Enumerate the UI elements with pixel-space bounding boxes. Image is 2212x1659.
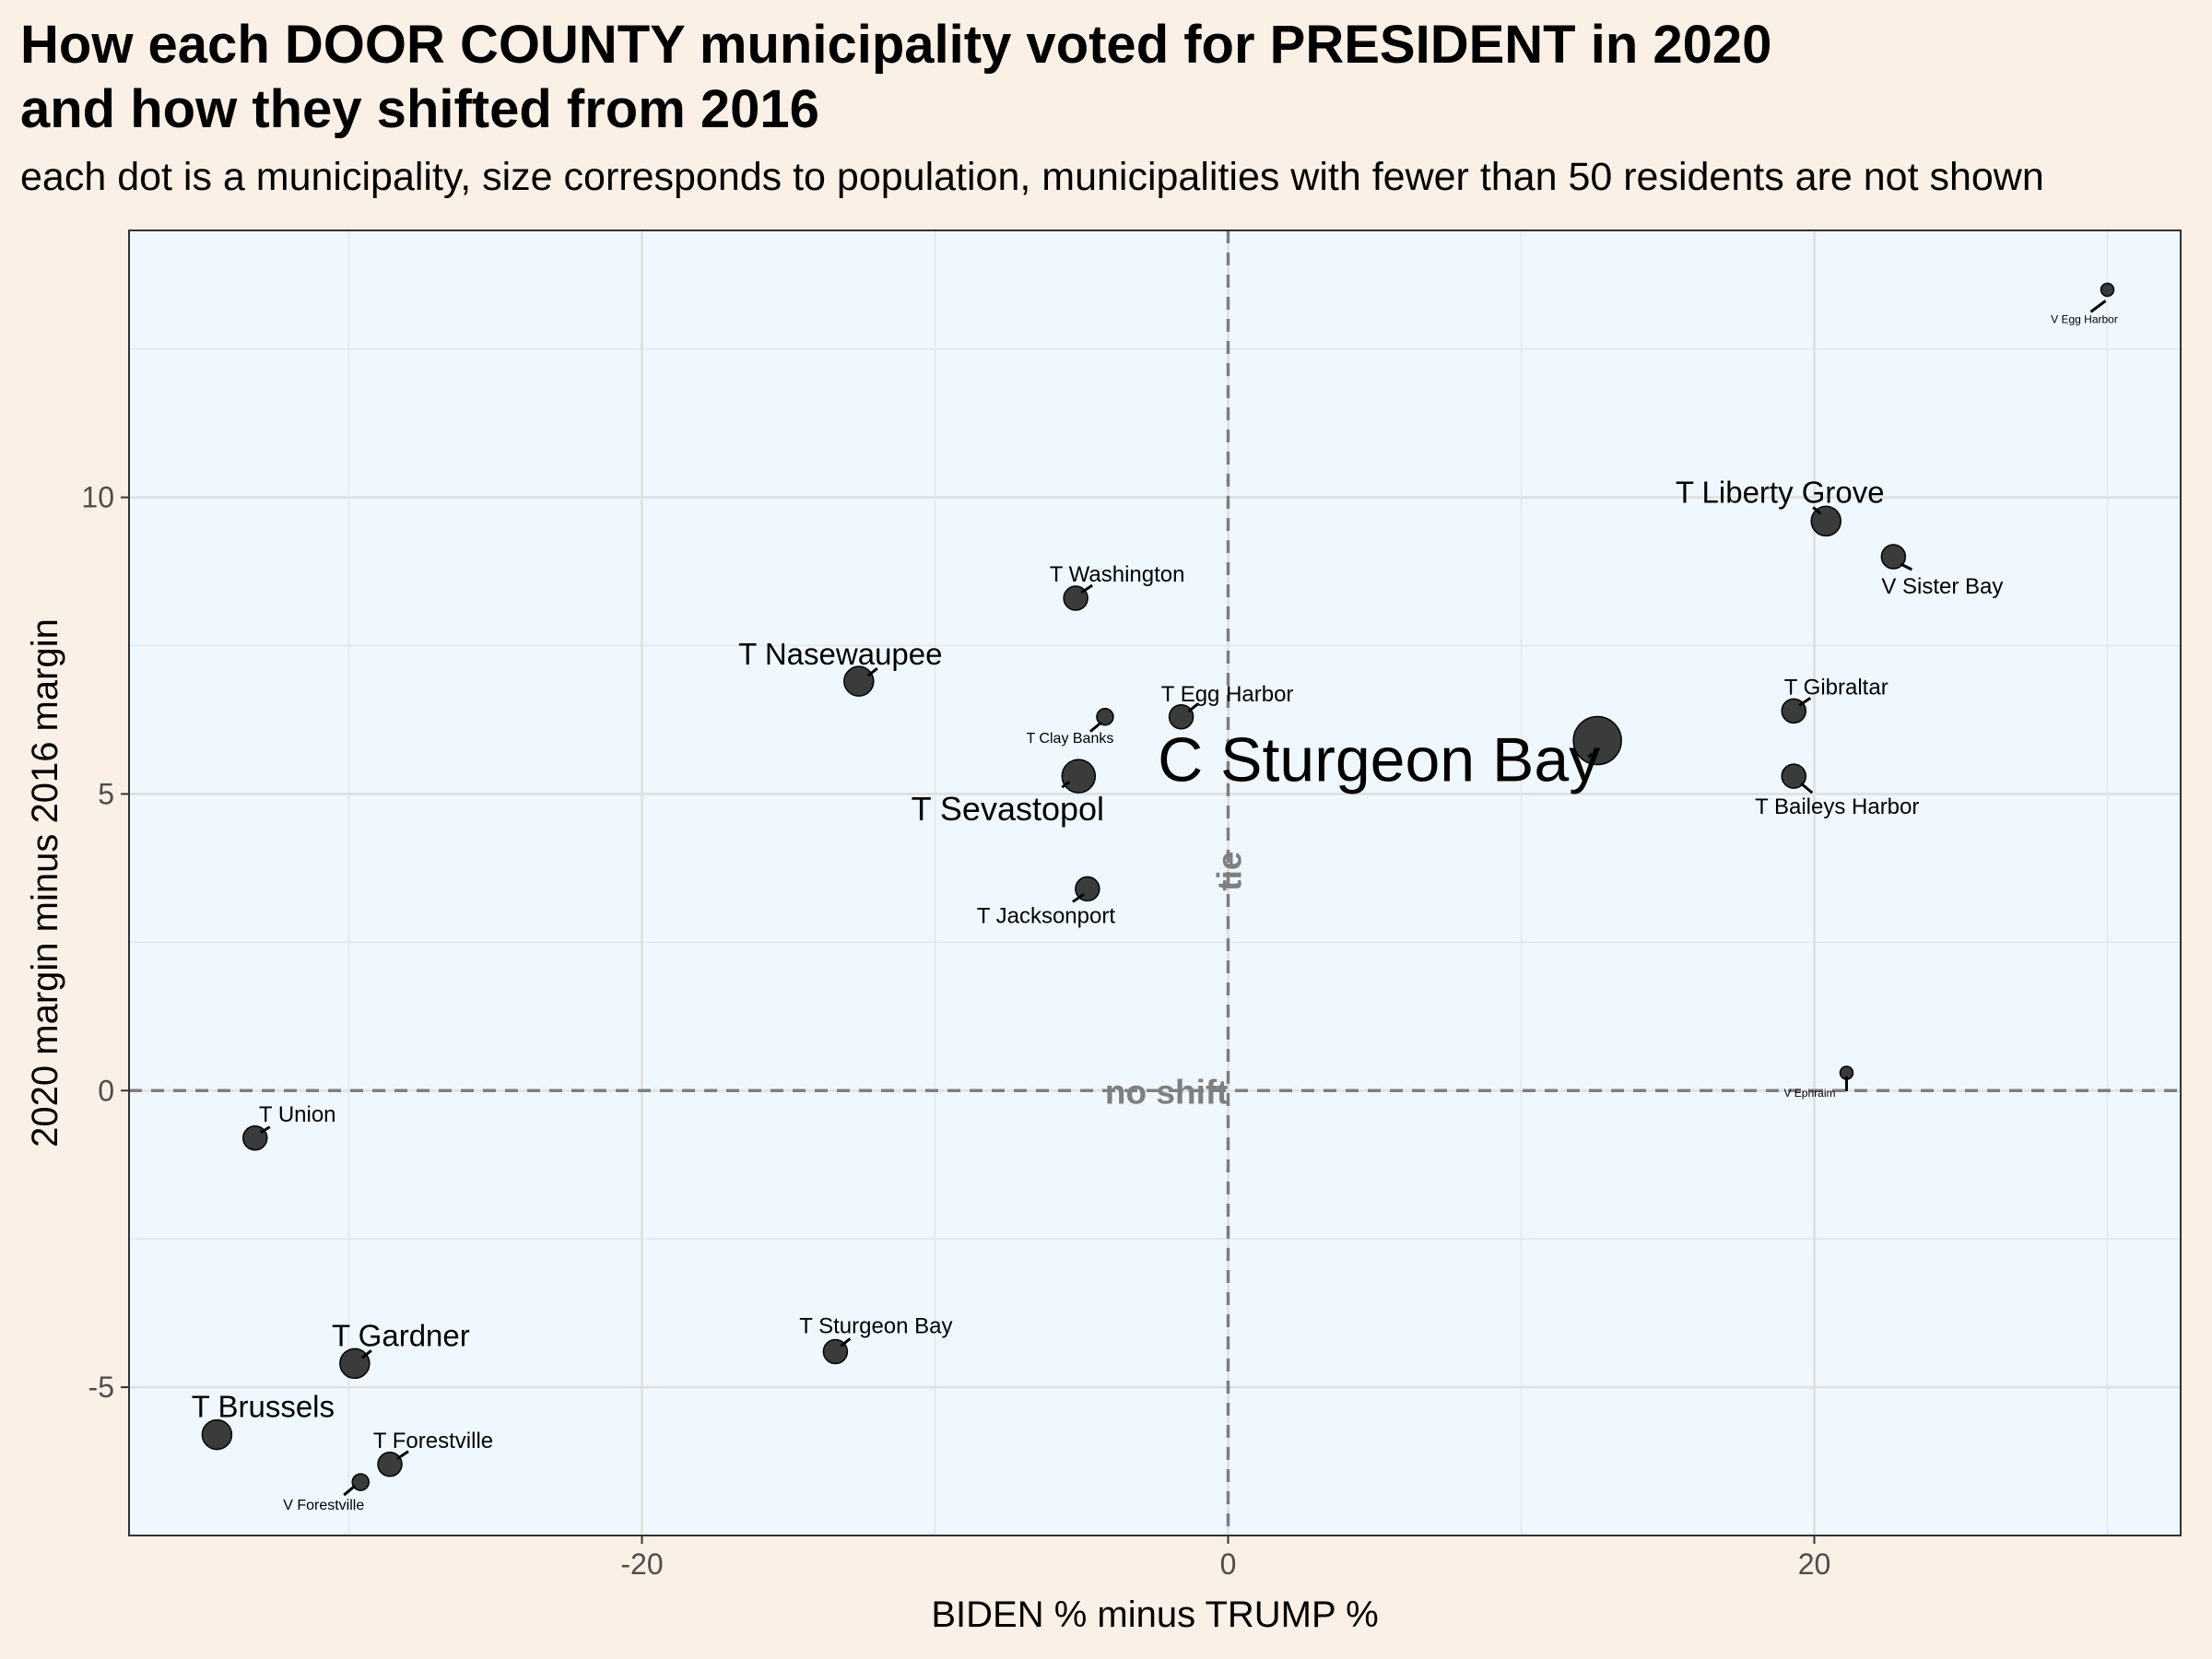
chart-title: How each DOOR COUNTY municipality voted … bbox=[20, 15, 1772, 139]
label-v-egg-harbor: V Egg Harbor bbox=[2051, 312, 2118, 325]
point-t-gardner bbox=[339, 1347, 371, 1380]
point-t-brussels bbox=[201, 1418, 233, 1451]
point-v-sister-bay bbox=[1880, 544, 1907, 570]
label-t-washington: T Washington bbox=[1050, 562, 1185, 587]
label-t-jacksonport: T Jacksonport bbox=[977, 903, 1116, 928]
x-tick-label: 0 bbox=[1220, 1547, 1237, 1581]
label-t-sturgeon-bay: T Sturgeon Bay bbox=[799, 1313, 952, 1338]
x-axis-title: BIDEN % minus TRUMP % bbox=[931, 1594, 1378, 1635]
axis-ticks: -20 0 20 -5 0 5 10 bbox=[81, 481, 1830, 1581]
leader-t-clay-banks bbox=[1088, 721, 1102, 733]
chart-subtitle: each dot is a municipality, size corresp… bbox=[20, 155, 2044, 199]
point-t-clay-banks bbox=[1096, 708, 1114, 726]
leader-t-gibraltar bbox=[1798, 697, 1812, 707]
label-t-clay-banks: T Clay Banks bbox=[1027, 731, 1114, 747]
leader-t-jacksonport bbox=[1072, 893, 1085, 903]
point-t-nasewaupee bbox=[843, 665, 875, 697]
leader-t-sturgeon-bay bbox=[840, 1337, 852, 1347]
point-labels: V Egg Harbor T Liberty Grove V Sister Bay T… bbox=[192, 300, 2118, 1513]
y-tick-label: -5 bbox=[88, 1371, 114, 1404]
leader-v-egg-harbor bbox=[2089, 300, 2107, 313]
tie-label: tie bbox=[1211, 852, 1249, 891]
point-v-forestville bbox=[351, 1473, 370, 1491]
y-tick-label: 10 bbox=[81, 481, 114, 514]
label-t-nasewaupee: T Nasewaupee bbox=[738, 637, 942, 671]
y-tick-label: 5 bbox=[98, 777, 114, 810]
label-t-forestville: T Forestville bbox=[373, 1429, 493, 1453]
label-t-gardner: T Gardner bbox=[332, 1318, 470, 1352]
y-tick-label: 0 bbox=[98, 1074, 114, 1107]
leader-t-union bbox=[259, 1125, 271, 1135]
label-t-baileys-harbor: T Baileys Harbor bbox=[1755, 794, 1919, 819]
reference-lines: tie no shift bbox=[129, 230, 2181, 1535]
label-t-union: T Union bbox=[259, 1102, 336, 1127]
x-tick-label: -20 bbox=[620, 1547, 663, 1581]
leader-c-sturgeon-bay bbox=[1587, 752, 1594, 759]
label-t-sevastopol: T Sevastopol bbox=[912, 790, 1104, 828]
leader-v-forestville bbox=[343, 1484, 357, 1497]
point-t-baileys-harbor bbox=[1781, 763, 1806, 789]
leader-t-nasewaupee bbox=[866, 666, 878, 677]
point-t-sevastopol bbox=[1061, 759, 1097, 794]
leader-t-washington bbox=[1080, 583, 1093, 594]
leader-t-baileys-harbor bbox=[1800, 782, 1814, 794]
leader-t-liberty-grove bbox=[1812, 506, 1822, 515]
leader-t-forestville bbox=[396, 1450, 409, 1461]
point-t-forestville bbox=[377, 1452, 403, 1477]
leader-t-gardner bbox=[360, 1349, 372, 1359]
label-t-gibraltar: T Gibraltar bbox=[1784, 675, 1888, 700]
y-axis-title: 2020 margin minus 2016 margin bbox=[25, 618, 65, 1147]
plot-panel bbox=[129, 230, 2181, 1535]
point-v-egg-harbor bbox=[2100, 282, 2115, 298]
label-v-ephraim: V Ephraim bbox=[1783, 1087, 1835, 1100]
label-v-sister-bay: V Sister Bay bbox=[1881, 574, 2003, 599]
point-c-sturgeon-bay bbox=[1572, 715, 1622, 766]
leader-t-egg-harbor bbox=[1187, 702, 1199, 712]
label-v-forestville: V Forestville bbox=[283, 1498, 364, 1513]
x-tick-label: 20 bbox=[1798, 1547, 1831, 1581]
label-t-liberty-grove: T Liberty Grove bbox=[1676, 475, 1885, 509]
no-shift-label: no shift bbox=[1105, 1073, 1229, 1111]
plot-border bbox=[128, 229, 2182, 1536]
point-t-egg-harbor bbox=[1168, 704, 1194, 730]
leader-t-sevastopol bbox=[1061, 780, 1071, 789]
leader-v-sister-bay bbox=[1900, 562, 1913, 571]
label-c-sturgeon-bay: C Sturgeon Bay bbox=[1158, 725, 1600, 795]
label-t-egg-harbor: T Egg Harbor bbox=[1161, 682, 1294, 707]
label-t-brussels: T Brussels bbox=[192, 1390, 335, 1424]
